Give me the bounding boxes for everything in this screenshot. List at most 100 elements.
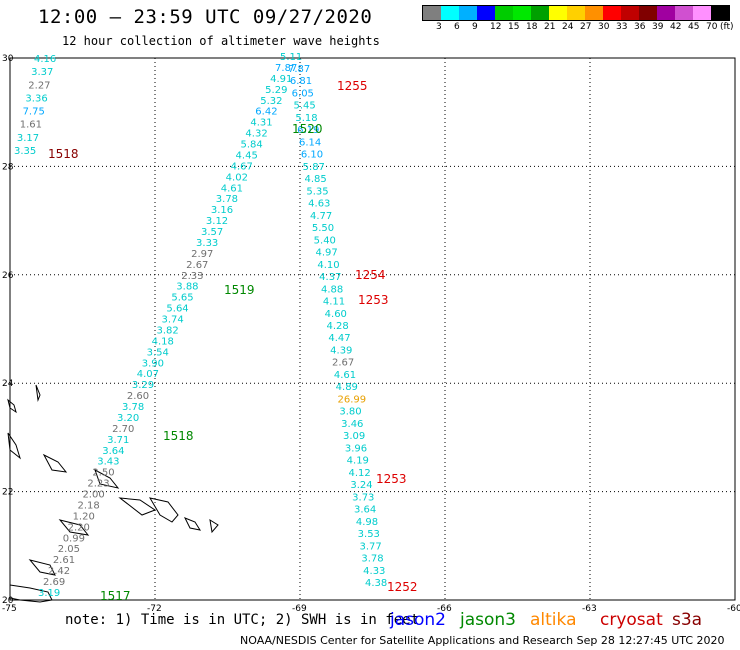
swh-value: 3.53: [358, 529, 380, 540]
pass-time-label: 1517: [100, 589, 131, 603]
swh-value: 5.45: [294, 101, 316, 112]
island-outline: [28, 559, 56, 576]
lat-label: 26: [2, 271, 14, 281]
island-outline: [148, 497, 179, 523]
swh-value: 4.77: [310, 211, 332, 222]
swh-value: 5.87: [303, 162, 325, 173]
lon-label: -75: [2, 604, 17, 614]
swh-value: 3.77: [360, 541, 382, 552]
scale-swatch: [549, 6, 567, 20]
pass-time-label: 1518: [163, 429, 194, 443]
lat-label: 22: [2, 488, 13, 498]
swh-value: 2.67: [332, 358, 354, 369]
scale-swatch: [621, 6, 639, 20]
swh-value: 3.24: [350, 480, 372, 491]
swh-value: 2.67: [186, 260, 208, 271]
swh-value: 2.50: [92, 468, 114, 479]
swh-value: 4.85: [305, 174, 327, 185]
swh-value: 2.69: [43, 577, 65, 588]
scale-swatch: [513, 6, 531, 20]
swh-value: 2.61: [53, 555, 75, 566]
swh-value: 4.33: [363, 566, 385, 577]
swh-value: 1.20: [73, 511, 95, 522]
scale-label: 42: [670, 22, 682, 32]
swh-value: 6.42: [255, 107, 277, 118]
swh-value: 2.20: [68, 522, 90, 533]
swh-value: 3.78: [361, 554, 383, 565]
swh-value: 4.19: [347, 456, 369, 467]
color-scale-bar: [422, 5, 730, 21]
lon-label: -66: [437, 604, 452, 614]
swh-value: 2.60: [127, 391, 149, 402]
satellite-altika: altika: [530, 610, 577, 630]
island-outline: [58, 519, 90, 536]
scale-label: 15: [508, 22, 520, 32]
swh-value: 4.11: [323, 297, 345, 308]
swh-value: 3.19: [38, 588, 60, 599]
lat-label: 30: [2, 54, 14, 64]
lat-label: 28: [2, 162, 14, 172]
swh-value: 5.65: [171, 293, 193, 304]
lon-label: -72: [147, 604, 162, 614]
swh-value: 2.42: [48, 566, 70, 577]
island-outline: [118, 497, 157, 516]
swh-value: 3.74: [161, 315, 183, 326]
swh-value: 3.35: [14, 146, 36, 157]
swh-value: 3.78: [122, 402, 144, 413]
scale-swatch: [639, 6, 657, 20]
satellite-jason3: jason3: [460, 610, 516, 630]
scale-swatch: [423, 6, 441, 20]
scale-swatch: [657, 6, 675, 20]
pass-time-label: 1520: [292, 122, 323, 136]
island-outline: [42, 453, 68, 473]
swh-value: 4.61: [221, 183, 243, 194]
swh-value: 4.89: [336, 382, 358, 393]
scale-swatch: [675, 6, 693, 20]
pass-time-label: 1252: [387, 580, 418, 594]
pass-time-label: 1253: [376, 472, 407, 486]
swh-value: 3.33: [196, 238, 218, 249]
swh-value: 3.64: [102, 446, 124, 457]
swh-value: 4.16: [34, 54, 56, 65]
scale-label: 9: [472, 22, 478, 32]
swh-value: 4.67: [231, 161, 253, 172]
island-outline: [7, 398, 17, 414]
scale-label: 70: [706, 22, 718, 32]
island-outline: [94, 468, 120, 489]
scale-label: 12: [490, 22, 502, 32]
island-outline: [9, 584, 53, 603]
swh-value: 4.61: [334, 370, 356, 381]
satellite-cryosat: cryosat: [600, 610, 663, 630]
swh-value: 3.17: [17, 133, 39, 144]
pass-time-label: 1519: [224, 283, 255, 297]
scale-label: 3: [436, 22, 442, 32]
swh-value: 3.64: [354, 505, 376, 516]
island-outline: [35, 384, 41, 402]
swh-value: 3.09: [343, 431, 365, 442]
swh-value: 6.14: [299, 137, 321, 148]
scale-swatch: [477, 6, 495, 20]
swh-value: 3.43: [97, 457, 119, 468]
map-frame: [9, 57, 736, 601]
land-outlines: [7, 384, 219, 603]
scale-label: 24: [562, 22, 574, 32]
swh-value: 3.82: [157, 325, 179, 336]
scale-swatch: [711, 6, 729, 20]
swh-value: 5.35: [306, 186, 328, 197]
swh-value: 3.37: [31, 67, 53, 78]
lon-label: -60: [727, 604, 740, 614]
scale-swatch: [585, 6, 603, 20]
swh-value: 3.16: [211, 205, 233, 216]
swh-value: 2.97: [191, 249, 213, 260]
scale-label: (ft): [720, 22, 734, 32]
satellite-jason2: jason2: [390, 610, 446, 630]
lat-label: 20: [2, 596, 14, 606]
swh-value: 4.47: [328, 333, 350, 344]
swh-value: 4.91: [270, 74, 292, 85]
swh-value: 4.28: [327, 321, 349, 332]
swh-value: 26.99: [338, 394, 367, 405]
scale-label: 39: [652, 22, 664, 32]
swh-value: 3.80: [339, 407, 361, 418]
